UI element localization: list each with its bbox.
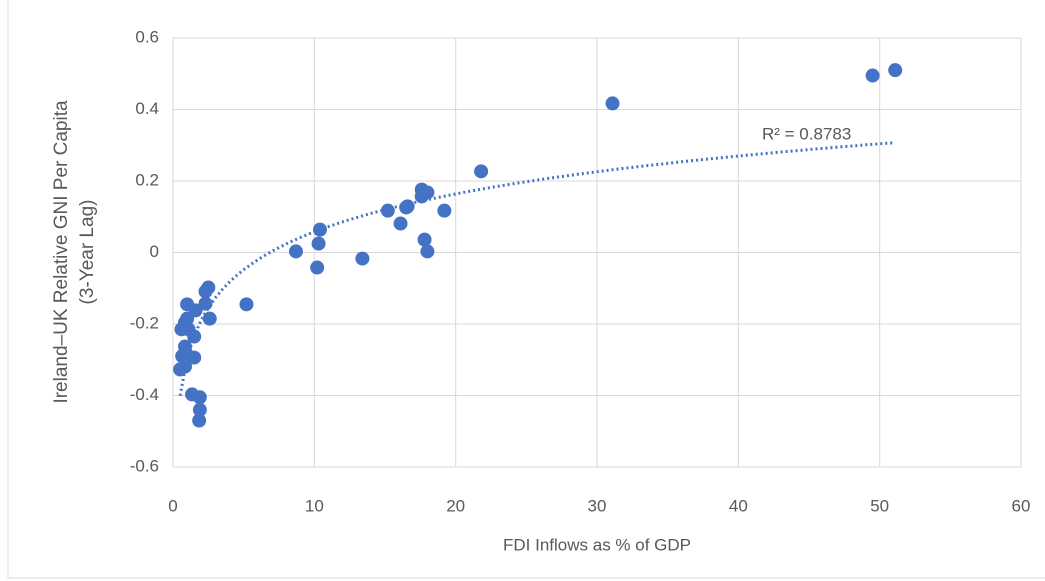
point [888,63,903,78]
y-tick-label: 0.2 [135,170,159,189]
x-tick-label: 20 [446,496,465,515]
y-tick-label: 0.4 [135,99,159,118]
x-axis-title: FDI Inflows as % of GDP [503,535,691,554]
y-tick-label: 0.6 [135,27,159,46]
x-tick-label: 0 [168,496,177,515]
point [202,311,217,326]
y-tick-label: -0.2 [130,313,159,332]
x-tick-label: 40 [729,496,748,515]
point [399,200,414,215]
trendline [178,141,896,396]
point [380,203,395,218]
point [192,390,207,405]
point [187,350,202,365]
point [437,203,452,218]
point [198,296,213,311]
x-tick-label: 60 [1012,496,1031,515]
point [198,284,213,299]
r-squared-label: R² = 0.8783 [762,124,851,143]
point [865,68,880,83]
point [239,297,254,312]
point [288,244,303,259]
point [420,244,435,259]
point [355,251,370,266]
y-axis-title: Ireland–UK Relative GNI Per Capita [51,100,72,404]
point [417,232,432,247]
point [605,96,620,111]
x-tick-label: 10 [305,496,324,515]
point [192,413,207,428]
y-tick-label: -0.4 [130,385,159,404]
point [414,189,429,204]
y-axis-title: (3-Year Lag) [77,200,98,305]
point [474,164,489,179]
x-tick-label: 50 [870,496,889,515]
point [310,260,325,275]
point [312,222,327,237]
point [393,216,408,231]
point [192,402,207,417]
y-tick-label: -0.6 [130,456,159,475]
point [180,297,195,312]
point [311,236,326,251]
point [178,359,193,374]
chart-border [7,0,1045,579]
x-tick-label: 30 [588,496,607,515]
point [187,329,202,344]
y-tick-label: 0 [150,242,159,261]
